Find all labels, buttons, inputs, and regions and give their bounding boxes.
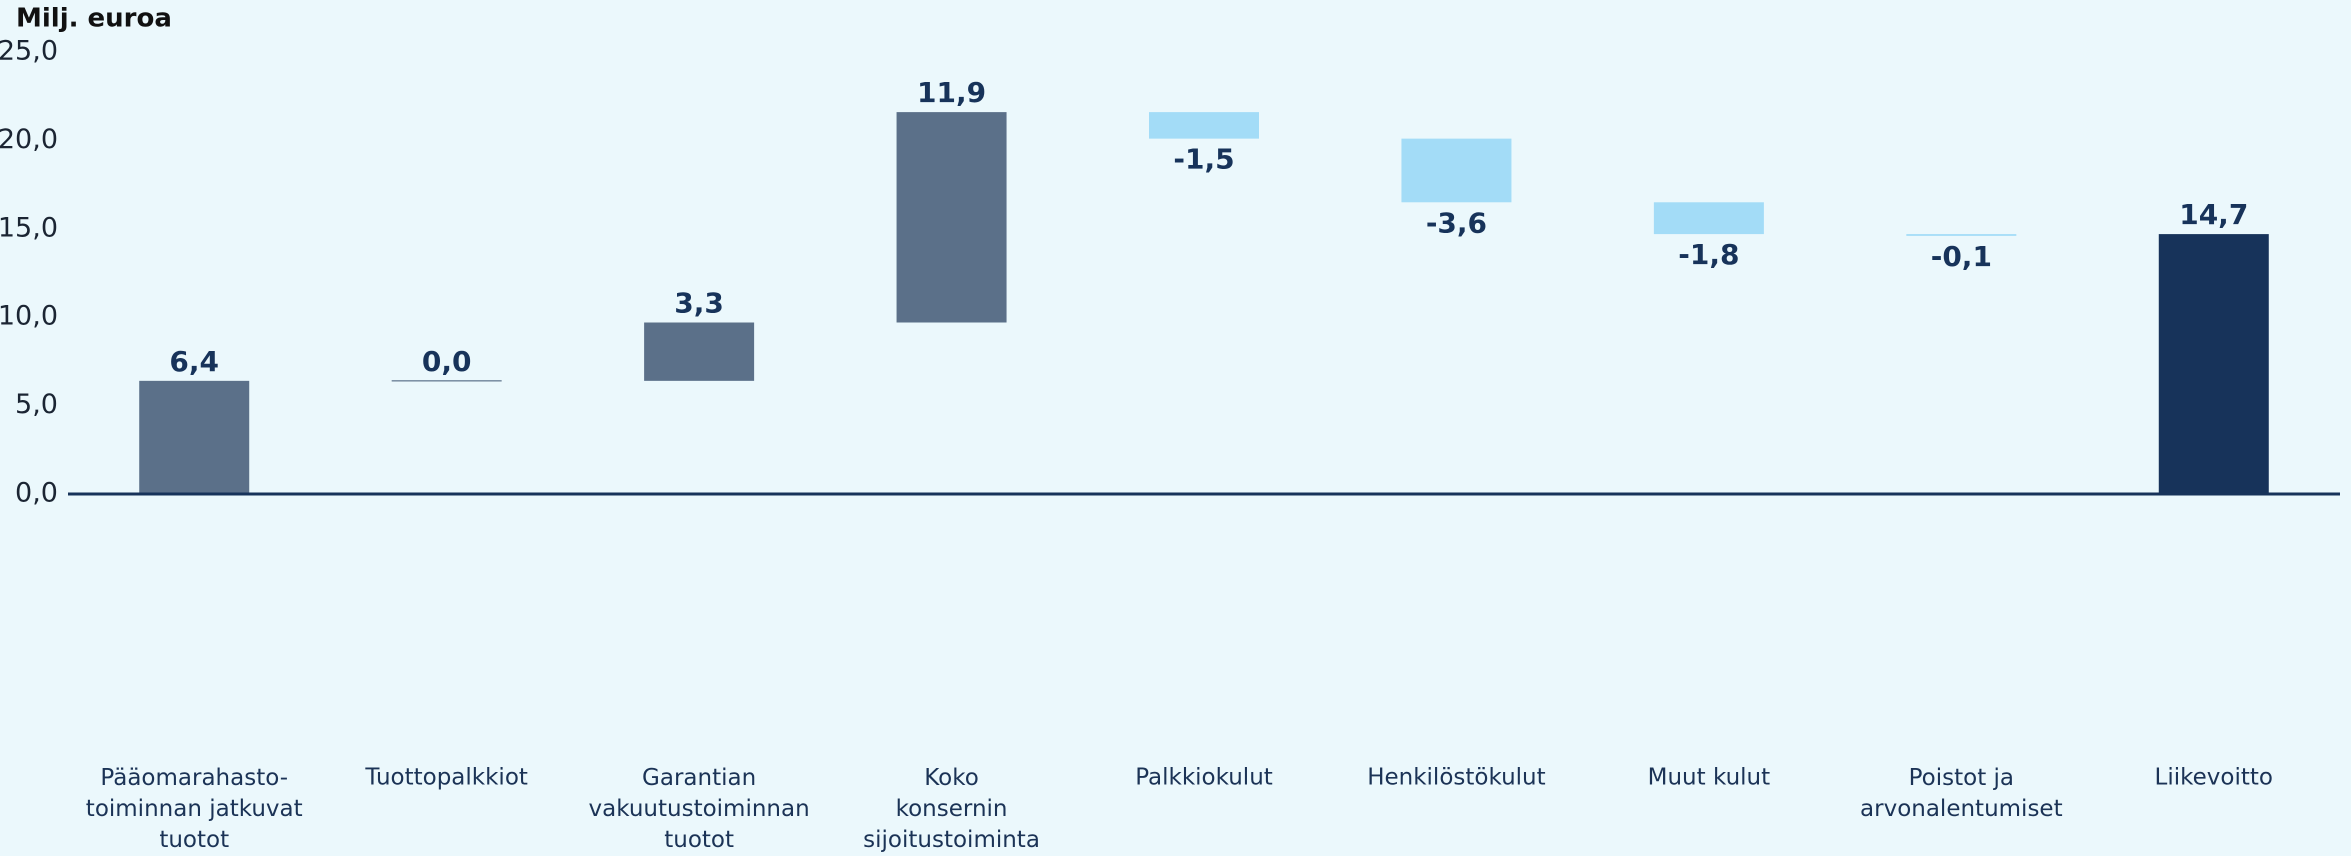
value-label: 6,4 (169, 345, 219, 378)
y-tick-label: 5,0 (15, 389, 58, 420)
bar (2158, 234, 2269, 494)
x-tick-label: Garantian vakuutustoiminnan tuotot (589, 765, 810, 853)
y-axis-title: Milj. euroa (16, 4, 172, 34)
bar (644, 322, 755, 381)
x-tick-label: Henkilöstökulut (1367, 765, 1545, 791)
bar (896, 112, 1007, 323)
bar (1653, 202, 1764, 235)
y-tick-label: 0,0 (15, 478, 58, 509)
y-tick-label: 20,0 (0, 124, 58, 155)
bar (139, 380, 250, 494)
value-label: -0,1 (1931, 240, 1992, 273)
bar (1149, 112, 1259, 139)
bar (1401, 138, 1512, 203)
x-tick-label: Palkkiokulut (1135, 765, 1273, 791)
x-tick-label: Liikevoitto (2155, 765, 2273, 791)
value-label: 11,9 (917, 76, 986, 109)
y-tick-label: 25,0 (0, 36, 58, 67)
value-label: -3,6 (1426, 206, 1487, 239)
x-tick-label: Poistot ja arvonalentumiset (1860, 765, 2063, 822)
y-tick-label: 15,0 (0, 212, 58, 243)
value-label: -1,8 (1678, 238, 1739, 271)
x-tick-label: Pääomarahasto-toiminnan jatkuvat tuotot (86, 765, 303, 853)
y-tick-label: 10,0 (0, 301, 58, 332)
bar (1906, 234, 2017, 236)
x-tick-label: Koko konsernin sijoitustoiminta (863, 765, 1040, 853)
value-label: 0,0 (422, 345, 472, 378)
value-label: -1,5 (1173, 143, 1234, 176)
bar (391, 380, 502, 382)
x-tick-label: Muut kulut (1648, 765, 1771, 791)
x-tick-label: Tuottopalkkiot (364, 765, 528, 791)
value-label: 3,3 (674, 287, 724, 320)
value-label: 14,7 (2179, 198, 2248, 231)
